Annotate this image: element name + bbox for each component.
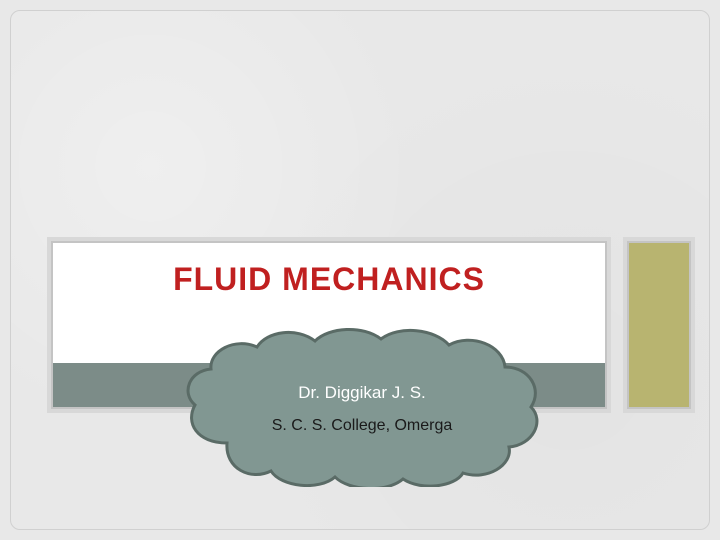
slide-frame: FLUID MECHANICS Dr. Diggikar J. S. S. C.…	[10, 10, 710, 530]
slide-title: FLUID MECHANICS	[53, 261, 605, 298]
accent-box-inner	[627, 241, 691, 409]
cloud-text-group: Dr. Diggikar J. S. S. C. S. College, Ome…	[177, 323, 547, 487]
accent-box-outer	[623, 237, 695, 413]
cloud-shape: Dr. Diggikar J. S. S. C. S. College, Ome…	[177, 323, 547, 487]
author-name: Dr. Diggikar J. S.	[298, 383, 426, 403]
college-name: S. C. S. College, Omerga	[272, 417, 453, 435]
